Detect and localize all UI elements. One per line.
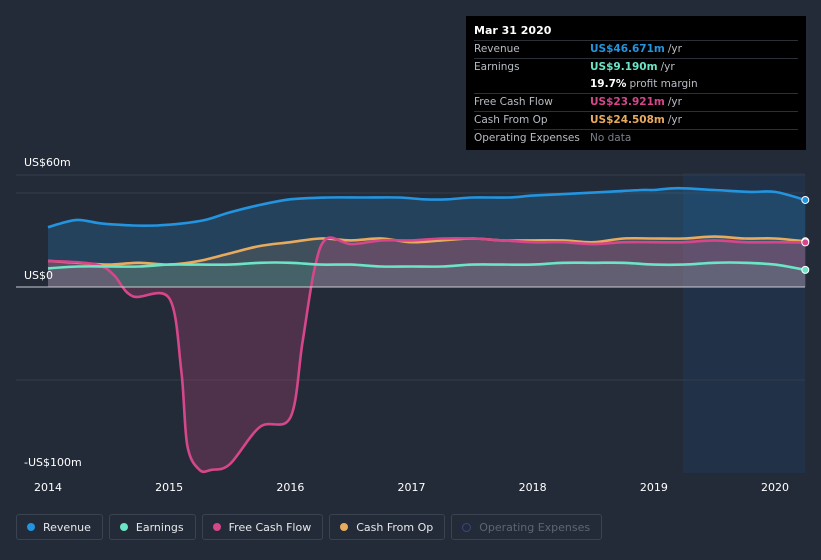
tooltip-key: Cash From Op xyxy=(474,114,548,126)
tooltip-value: US$23.921m/yr xyxy=(590,96,682,108)
x-tick-2016: 2016 xyxy=(276,481,304,494)
tooltip-unit: /yr xyxy=(660,61,675,73)
free-cash-flow-area xyxy=(48,237,806,472)
y-axis-top-label: US$60m xyxy=(24,156,71,169)
x-tick-2018: 2018 xyxy=(519,481,547,494)
legend-label: Revenue xyxy=(43,520,91,534)
operating-expenses-dot-icon xyxy=(462,522,472,532)
tooltip-value: 19.7% profit margin xyxy=(590,78,698,90)
tooltip-value: No data xyxy=(590,132,632,144)
x-tick-2017: 2017 xyxy=(398,481,426,494)
earnings-area xyxy=(48,262,806,287)
earnings-line xyxy=(47,261,806,272)
legend-free-cash-flow[interactable]: Free Cash Flow xyxy=(201,514,324,540)
tooltip-value: US$46.671m/yr xyxy=(590,43,682,55)
tooltip-unit: profit margin xyxy=(629,78,698,90)
tooltip-key xyxy=(474,76,590,93)
legend-operating-expenses[interactable]: Operating Expenses xyxy=(451,514,603,540)
legend-label: Cash From Op xyxy=(356,520,434,534)
tooltip-row: Cash From Op US$24.508m/yr xyxy=(474,111,798,129)
cash-from-op-area xyxy=(48,236,806,287)
y-axis-zero-label: US$0 xyxy=(24,269,53,282)
tooltip-unit: /yr xyxy=(667,96,682,108)
tooltip-key: Free Cash Flow xyxy=(474,96,553,108)
tooltip-date: Mar 31 2020 xyxy=(474,24,552,37)
earnings-end-dot xyxy=(801,265,810,274)
cash-from-op-dot-icon xyxy=(340,523,349,531)
tooltip-unit: /yr xyxy=(667,114,682,126)
legend-cash-from-op[interactable]: Cash From Op xyxy=(329,514,446,540)
tooltip-key: Earnings xyxy=(474,61,520,73)
tooltip-value: US$9.190m/yr xyxy=(590,61,675,73)
x-tick-2014: 2014 xyxy=(34,481,62,494)
tooltip-row: Revenue US$46.671m/yr xyxy=(474,40,798,58)
highlight-region xyxy=(682,173,806,473)
tooltip: Mar 31 2020 Revenue US$46.671m/yr Earnings… xyxy=(466,16,806,150)
legend-label: Free Cash Flow xyxy=(228,520,312,534)
free-cash-flow-line xyxy=(47,236,806,474)
revenue-end-dot xyxy=(801,195,810,204)
earnings-dot-icon xyxy=(119,523,128,531)
revenue-line xyxy=(47,186,806,229)
tooltip-row: Operating Expenses No data xyxy=(474,129,798,147)
x-tick-2015: 2015 xyxy=(155,481,183,494)
revenue-dot-icon xyxy=(27,523,35,531)
tooltip-value: US$24.508m/yr xyxy=(590,114,682,126)
tooltip-row: 19.7% profit margin xyxy=(474,76,798,93)
tooltip-key: Operating Expenses xyxy=(474,132,580,144)
free-cash-flow-dot-icon xyxy=(212,523,221,531)
legend-revenue[interactable]: Revenue xyxy=(16,514,103,540)
tooltip-row: Earnings US$9.190m/yr xyxy=(474,58,798,76)
tooltip-unit: /yr xyxy=(667,43,682,55)
legend-label: Operating Expenses xyxy=(479,520,591,534)
tooltip-row: Free Cash Flow US$23.921m/yr xyxy=(474,93,798,111)
x-tick-2020: 2020 xyxy=(761,481,789,494)
tooltip-key: Revenue xyxy=(474,43,520,55)
free-cash-flow-end-dot xyxy=(801,238,810,247)
x-tick-2019: 2019 xyxy=(640,481,668,494)
legend: Revenue Earnings Free Cash Flow Cash From O… xyxy=(16,514,603,542)
legend-label: Earnings xyxy=(135,520,184,534)
legend-earnings[interactable]: Earnings xyxy=(108,514,196,540)
y-axis-bottom-label: -US$100m xyxy=(24,456,82,469)
